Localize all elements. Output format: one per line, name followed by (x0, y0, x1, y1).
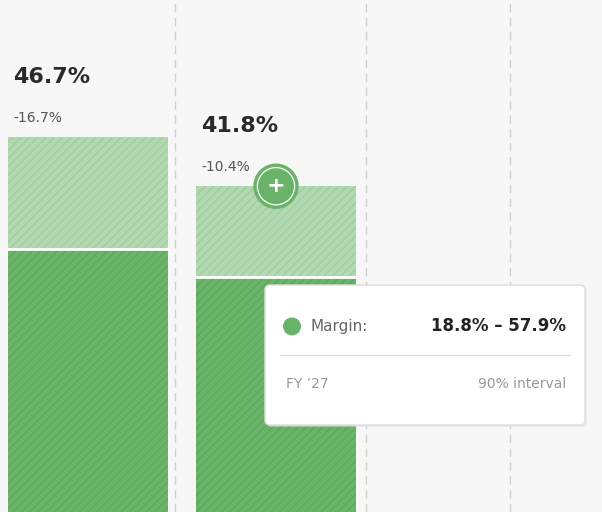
Bar (8, 249, 168, 512)
Text: 18.8% – 57.9%: 18.8% – 57.9% (431, 317, 566, 335)
Circle shape (255, 165, 297, 207)
Bar (196, 277, 356, 512)
Text: -10.4%: -10.4% (201, 160, 250, 174)
FancyBboxPatch shape (265, 285, 585, 425)
Text: 46.7%: 46.7% (13, 67, 90, 87)
Bar (196, 186, 356, 277)
Text: FY ’27: FY ’27 (286, 377, 329, 391)
Circle shape (283, 317, 301, 335)
FancyBboxPatch shape (267, 287, 587, 427)
Text: +: + (267, 176, 285, 196)
Bar (196, 277, 356, 512)
Bar (196, 186, 356, 277)
Text: -16.7%: -16.7% (13, 111, 62, 125)
Text: 90% interval: 90% interval (478, 377, 566, 391)
Bar (8, 137, 168, 249)
Bar (8, 137, 168, 249)
Text: Margin:: Margin: (310, 319, 367, 334)
Text: 41.8%: 41.8% (201, 116, 278, 136)
Circle shape (258, 168, 294, 204)
Bar (8, 249, 168, 512)
